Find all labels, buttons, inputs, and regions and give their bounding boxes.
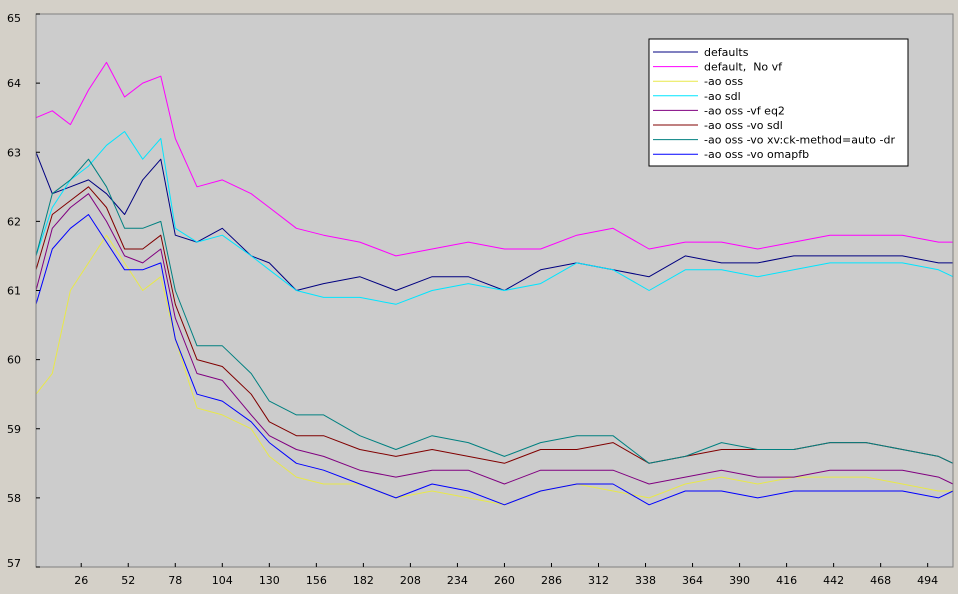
legend-label: defaults — [704, 46, 749, 59]
y-tick-label: 57 — [7, 557, 21, 570]
y-tick-label: 60 — [7, 354, 21, 367]
series-line-4 — [35, 131, 954, 305]
x-tick-label: 338 — [635, 574, 656, 587]
series-line-1 — [35, 152, 953, 291]
x-tick-label: 416 — [776, 574, 797, 587]
x-tick-label: 130 — [259, 574, 280, 587]
y-tick-label: 61 — [7, 285, 21, 298]
y-tick-label: 62 — [7, 215, 21, 228]
series-line-2 — [35, 61, 953, 257]
x-tick-label: 208 — [400, 574, 421, 587]
x-tick-label: 52 — [121, 574, 135, 587]
series-layer — [35, 61, 954, 506]
axis-layer: 57 58 59 60 61 62 63 64 65 26 52 78 104 130 156 182 208 2… — [7, 12, 938, 587]
x-tick-label: 78 — [168, 574, 182, 587]
series-line-7 — [35, 158, 954, 464]
series-line-5 — [35, 193, 954, 485]
legend-label: -ao sdl — [704, 90, 741, 103]
legend-label: -ao oss -vo xv:ck-method=auto -dr — [704, 134, 895, 147]
x-tick-label: 104 — [212, 574, 233, 587]
x-tick-label: 234 — [447, 574, 468, 587]
y-tick-label: 63 — [7, 146, 21, 159]
x-tick-label: 312 — [588, 574, 609, 587]
x-tick-label: 260 — [494, 574, 515, 587]
y-tick-label: 58 — [7, 492, 21, 505]
legend-label: default, No vf — [704, 61, 783, 74]
x-tick-label: 494 — [917, 574, 938, 587]
y-tick-label: 64 — [7, 77, 21, 90]
x-tick-label: 364 — [682, 574, 703, 587]
x-tick-label: 442 — [823, 574, 844, 587]
x-tick-label: 390 — [729, 574, 750, 587]
x-tick-label: 156 — [306, 574, 327, 587]
legend-label: -ao oss — [704, 75, 743, 88]
x-tick-label: 26 — [74, 574, 88, 587]
legend-label: -ao oss -vf eq2 — [704, 104, 785, 117]
legend-label: -ao oss -vo sdl — [704, 119, 783, 132]
series-line-8 — [35, 214, 954, 506]
y-tick-label: 65 — [7, 12, 21, 25]
x-tick-label: 182 — [353, 574, 374, 587]
x-tick-label: 468 — [870, 574, 891, 587]
legend-box — [648, 38, 909, 167]
x-tick-label: 286 — [541, 574, 562, 587]
legend-label: -ao oss -vo omapfb — [704, 148, 809, 161]
y-tick-label: 59 — [7, 423, 21, 436]
